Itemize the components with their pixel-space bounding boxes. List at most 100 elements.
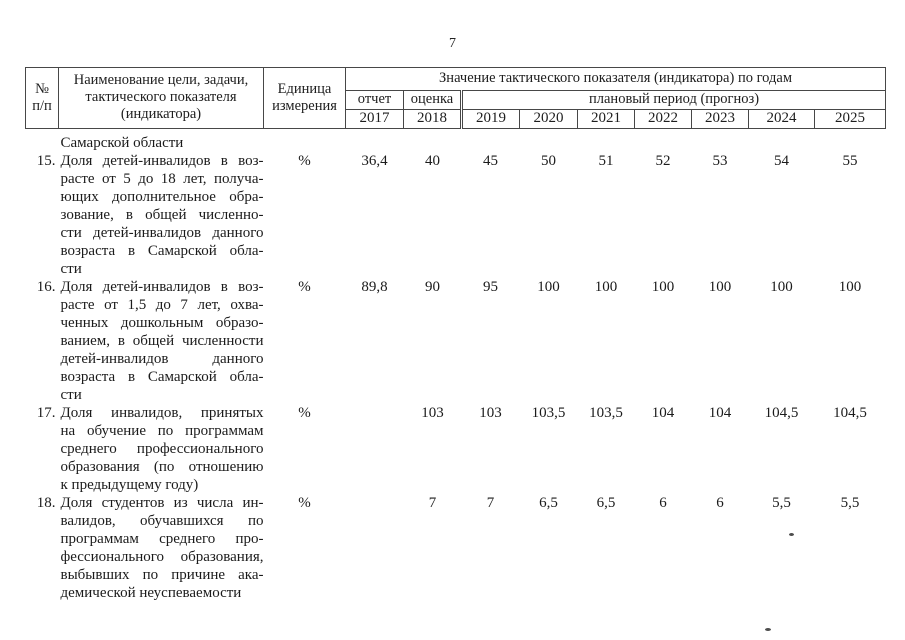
value-cell: 103,5: [589, 404, 623, 421]
indicator-name-line: сти: [60, 386, 82, 403]
value-cell: 52: [655, 152, 671, 169]
value-cell: 104,5: [764, 404, 799, 421]
value-cell: [635, 128, 692, 152]
indicator-name-line: программам среднего про-: [60, 530, 264, 547]
value-cell: 100: [838, 278, 862, 295]
indicator-name-cell: Доля детей-инвалидов в воз-расте от 5 до…: [59, 152, 264, 278]
indicator-name-line: образования (по отношению: [60, 458, 264, 475]
value-cell: 5,5: [772, 494, 791, 511]
unit-cell: %: [298, 404, 311, 421]
header-col-name: Наименование цели, задачи, тактического …: [58, 67, 264, 129]
value-cell: [520, 128, 578, 152]
value-cell: 51: [598, 152, 614, 169]
indicator-name-line: среднего профессионального: [60, 440, 264, 457]
indicator-name-line: фессионального образования,: [60, 548, 264, 565]
indicator-name-line: зование, в общей численно-: [60, 206, 264, 223]
value-cell: [462, 128, 520, 152]
value-cell: [404, 128, 462, 152]
value-cell: 103,5: [531, 404, 566, 421]
header-values-title: Значение тактического показателя (индика…: [344, 67, 887, 91]
table-header: № п/п Наименование цели, задачи, тактиче…: [25, 67, 887, 129]
value-cell: 103: [479, 404, 502, 421]
indicator-name-cell: Доля студентов из числа ин-валидов, обуч…: [59, 494, 264, 602]
value-cell: 89,8: [361, 278, 388, 295]
header-year-2022: 2022: [634, 109, 692, 129]
header-year-2019: 2019: [460, 109, 520, 129]
value-cell: 50: [541, 152, 556, 169]
value-cell: 104: [651, 404, 675, 421]
unit-cell: %: [298, 152, 311, 169]
value-cell: 53: [712, 152, 728, 169]
header-year-2017: 2017: [345, 109, 404, 129]
indicator-name-line: демической неуспеваемости: [60, 584, 242, 601]
indicator-name-line: расте от 5 до 18 лет, получа-: [60, 170, 264, 187]
header-year-2025: 2025: [813, 109, 887, 129]
row-number-cell: 18.: [36, 494, 56, 511]
indicator-name-line: возраста в Самарской обла-: [60, 368, 264, 385]
scan-speck: [765, 628, 771, 631]
table-row: 15. Доля детей-инвалидов в воз-расте от 5…: [26, 152, 886, 278]
indicator-name-cell: Доля инвалидов, принятых на обучение по п…: [59, 404, 264, 494]
header-col-number: № п/п: [25, 67, 59, 129]
indicator-name-line: детей-инвалидов данного: [60, 350, 264, 367]
indicators-table: № п/п Наименование цели, задачи, тактиче…: [25, 67, 887, 602]
table-row: 17. Доля инвалидов, принятых на обучение п…: [26, 404, 886, 494]
indicator-name-line: выбывших по причине ака-: [60, 566, 264, 583]
value-cell: 55: [842, 152, 858, 169]
value-cell: 90: [425, 278, 440, 295]
header-year-2018: 2018: [403, 109, 462, 129]
row-number-cell: [26, 128, 59, 152]
header-col-plan: плановый период (прогноз): [459, 90, 887, 110]
value-cell: 45: [483, 152, 498, 169]
table-body: Самарской области 15. Доля детей-инвалидов…: [26, 128, 886, 602]
indicator-name-line: ченных дошкольным образо-: [60, 314, 264, 331]
unit-cell: %: [298, 494, 311, 511]
value-cell: [692, 128, 749, 152]
value-cell: [346, 128, 404, 152]
value-cell: 100: [770, 278, 793, 295]
indicator-name-line: Доля детей-инвалидов в воз-: [60, 152, 264, 169]
value-cell: 103: [421, 404, 444, 421]
indicator-name-line: валидов, обучавшихся по: [60, 512, 264, 529]
indicator-name-line: сти детей-инвалидов данного: [60, 224, 264, 241]
value-cell: 95: [483, 278, 498, 295]
indicator-name-line: Самарской области: [60, 134, 184, 151]
indicator-name-line: на обучение по программам: [60, 422, 264, 439]
value-cell: [346, 404, 404, 494]
value-cell: [749, 128, 815, 152]
header-col-estimate: оценка: [403, 90, 462, 110]
indicator-name-line: расте от 1,5 до 7 лет, охва-: [60, 296, 264, 313]
value-cell: 100: [537, 278, 560, 295]
value-cell: 104,5: [833, 404, 867, 421]
value-cell: [578, 128, 635, 152]
table-row: 16. Доля детей-инвалидов в воз-расте от 1…: [26, 278, 886, 404]
value-cell: 7: [486, 494, 495, 511]
page-number: 7: [449, 36, 456, 51]
header-col-unit: Единица измерения: [263, 67, 346, 129]
indicator-name-line: Доля студентов из числа ин-: [60, 494, 264, 511]
unit-cell: [264, 128, 346, 152]
indicator-name-line: Доля детей-инвалидов в воз-: [60, 278, 264, 295]
indicator-name-line: сти: [60, 260, 82, 277]
value-cell: 6: [659, 494, 667, 511]
value-cell: 7: [428, 494, 437, 511]
value-cell: 100: [651, 278, 675, 295]
value-cell: 6,5: [539, 494, 558, 511]
indicator-name-line: возраста в Самарской обла-: [60, 242, 264, 259]
value-cell: 104: [708, 404, 732, 421]
value-cell: 6: [716, 494, 724, 511]
value-cell: 40: [425, 152, 440, 169]
table-row: Самарской области: [26, 128, 886, 152]
value-cell: 54: [774, 152, 789, 169]
value-cell: 100: [708, 278, 732, 295]
value-cell: 100: [594, 278, 618, 295]
row-number-cell: 15.: [36, 152, 56, 169]
unit-cell: %: [298, 278, 311, 295]
indicator-name-line: Доля инвалидов, принятых: [60, 404, 264, 421]
value-cell: [346, 494, 404, 602]
indicator-name-cell: Доля детей-инвалидов в воз-расте от 1,5 …: [59, 278, 264, 404]
table-row: 18. Доля студентов из числа ин-валидов, о…: [26, 494, 886, 602]
value-cell: 6,5: [596, 494, 616, 511]
header-year-2020: 2020: [519, 109, 578, 129]
